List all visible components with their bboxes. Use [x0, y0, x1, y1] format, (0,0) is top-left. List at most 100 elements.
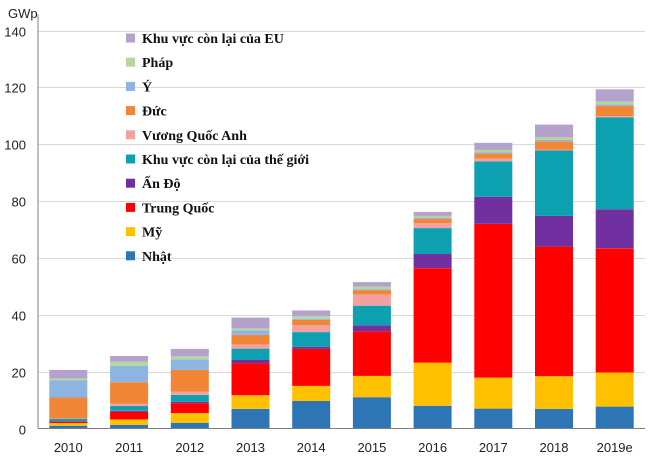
- bar-segment: [474, 153, 513, 159]
- bar-segment: [170, 413, 209, 423]
- x-tick-label: 2011: [115, 440, 143, 455]
- bar-segment: [352, 331, 391, 376]
- bar-segment: [413, 218, 452, 223]
- legend-swatch: [126, 33, 135, 43]
- bar-segment: [110, 410, 149, 412]
- bar-segment: [170, 391, 209, 395]
- bar-stack-2012: [170, 348, 209, 429]
- bar-segment: [535, 124, 573, 138]
- x-tick-label: 2017: [479, 440, 508, 455]
- legend-swatch: [126, 106, 135, 116]
- bar-segment: [352, 289, 391, 291]
- legend-swatch: [126, 202, 135, 212]
- bar-segment: [170, 348, 209, 357]
- bar-segment: [231, 408, 270, 429]
- bar-segment: [231, 335, 270, 345]
- x-tick-label: 2019e: [597, 440, 633, 455]
- y-tick-label: 60: [12, 252, 26, 267]
- bar-segment: [535, 139, 573, 142]
- bar-segment: [413, 405, 452, 429]
- bar-segment: [292, 346, 331, 349]
- bar-stack-2011: [110, 356, 149, 429]
- legend-label: Pháp: [142, 56, 173, 71]
- bar-segment: [595, 89, 634, 102]
- bar-segment: [352, 325, 391, 332]
- bar-stack-2017: [474, 142, 513, 429]
- bar-segment: [231, 348, 270, 360]
- x-tick-label: 2016: [418, 440, 447, 455]
- bar-stack-2019e: [595, 89, 634, 429]
- bar-segment: [535, 137, 573, 140]
- bar-segment: [474, 149, 513, 153]
- legend: Khu vực còn lại của EU Pháp Ý Đức Vương Quốc…: [126, 32, 309, 265]
- bar-segment: [535, 246, 573, 377]
- bar-segment: [231, 344, 270, 349]
- legend-label: Đức: [142, 105, 167, 120]
- bar-segment: [535, 215, 573, 247]
- bar-segment: [110, 424, 149, 429]
- legend-label: Ấn Độ: [142, 175, 181, 192]
- legend-item: Pháp: [126, 56, 173, 71]
- bar-segment: [352, 397, 391, 429]
- legend-swatch: [126, 227, 135, 237]
- bar-segment: [474, 158, 513, 162]
- y-tick-label: 0: [19, 423, 26, 438]
- bar-stack-2015: [352, 282, 391, 429]
- bar-segment: [49, 380, 88, 398]
- legend-swatch: [126, 251, 135, 261]
- bar-segment: [49, 423, 88, 426]
- bar-segment: [110, 356, 149, 362]
- bar-segment: [535, 141, 573, 150]
- y-tick-label: 80: [12, 195, 26, 210]
- legend-item: Vương Quốc Anh: [126, 129, 247, 144]
- legend-swatch: [126, 154, 135, 164]
- y-tick-label: 140: [4, 25, 26, 40]
- bar-segment: [474, 161, 513, 197]
- legend-label: Nhật: [142, 250, 172, 265]
- bar-segment: [474, 142, 513, 150]
- legend-swatch: [126, 178, 135, 188]
- bar-segment: [474, 223, 513, 378]
- legend-item: Mỹ: [126, 226, 162, 241]
- bar-segment: [292, 400, 331, 429]
- bar-segment: [110, 411, 149, 420]
- bar-segment: [110, 419, 149, 425]
- legend-swatch: [126, 81, 135, 91]
- x-tick-label: 2010: [54, 440, 83, 455]
- bar-segment: [595, 116, 634, 118]
- bar-segment: [535, 408, 573, 429]
- bar-segment: [231, 330, 270, 335]
- bar-segment: [170, 369, 209, 392]
- bar-segment: [474, 196, 513, 224]
- bar-segment: [595, 372, 634, 407]
- bar-segment: [49, 418, 88, 422]
- bar-segment: [413, 268, 452, 363]
- bar-segment: [352, 290, 391, 295]
- legend-label: Khu vực còn lại của EU: [142, 32, 284, 47]
- x-axis: 2010 2011 2012 2013 2014 2015 2016 2017 2018 2019…: [38, 428, 645, 455]
- bar-segment: [110, 366, 149, 383]
- bar-segment: [292, 385, 331, 401]
- bar-segment: [535, 150, 573, 216]
- legend-label: Vương Quốc Anh: [142, 129, 247, 144]
- legend-label: Ý: [142, 78, 152, 95]
- x-tick-label: 2012: [175, 440, 204, 455]
- bar-segment: [231, 328, 270, 331]
- bar-segment: [170, 422, 209, 429]
- bar-segment: [110, 406, 149, 411]
- bar-segment: [49, 421, 88, 424]
- bar-segment: [49, 369, 88, 379]
- bar-segment: [231, 317, 270, 329]
- x-tick-label: 2018: [540, 440, 569, 455]
- bar-segment: [292, 319, 331, 326]
- bars: [49, 89, 634, 429]
- legend-swatch: [126, 130, 135, 140]
- bar-segment: [352, 282, 391, 287]
- legend-label: Mỹ: [142, 226, 162, 241]
- bar-segment: [170, 401, 209, 404]
- bar-segment: [413, 217, 452, 219]
- y-tick-label: 100: [4, 138, 26, 153]
- bar-segment: [292, 325, 331, 333]
- bar-segment: [535, 149, 573, 151]
